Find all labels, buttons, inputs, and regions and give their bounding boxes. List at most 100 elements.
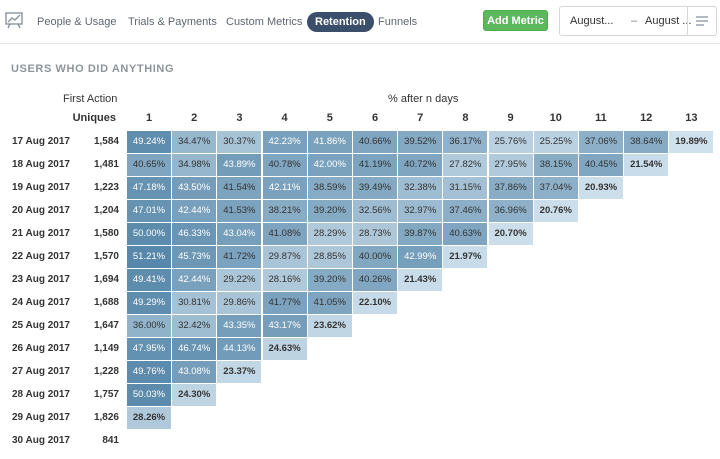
tab-trials-payments[interactable]: Trials & Payments [128, 16, 217, 28]
retention-cell[interactable]: 32.56% [353, 200, 397, 222]
retention-cell[interactable]: 49.24% [127, 131, 171, 153]
retention-cell[interactable]: 43.35% [217, 315, 262, 337]
retention-cell[interactable]: 38.15% [533, 154, 578, 176]
retention-cell[interactable]: 30.81% [172, 292, 217, 314]
retention-cell[interactable]: 40.78% [262, 154, 307, 176]
retention-cell[interactable]: 21.54% [624, 154, 669, 176]
retention-cell[interactable]: 38.64% [624, 131, 669, 153]
retention-cell[interactable]: 39.87% [398, 223, 443, 245]
retention-cell[interactable]: 39.20% [307, 269, 352, 291]
retention-cell[interactable]: 23.37% [217, 361, 262, 383]
retention-cell[interactable]: 24.30% [172, 384, 217, 406]
retention-cell[interactable]: 28.16% [262, 269, 307, 291]
chart-presentation-icon[interactable] [4, 10, 24, 30]
retention-cell[interactable]: 49.76% [127, 361, 171, 383]
retention-cell[interactable]: 38.21% [262, 200, 307, 222]
retention-cell[interactable]: 47.01% [127, 200, 171, 222]
retention-cell[interactable]: 29.86% [217, 292, 262, 314]
retention-cell[interactable]: 28.26% [127, 407, 171, 429]
retention-cell[interactable]: 40.45% [579, 154, 623, 176]
retention-cell[interactable]: 34.98% [172, 154, 217, 176]
retention-cell[interactable]: 25.76% [488, 131, 533, 153]
retention-cell[interactable]: 28.85% [307, 246, 352, 268]
retention-cell[interactable]: 21.43% [398, 269, 443, 291]
retention-cell[interactable]: 49.29% [127, 292, 171, 314]
retention-cell[interactable]: 40.63% [443, 223, 488, 245]
retention-cell[interactable]: 43.89% [217, 154, 262, 176]
retention-cell[interactable]: 41.54% [217, 177, 262, 199]
retention-cell[interactable]: 42.00% [307, 154, 352, 176]
retention-cell[interactable]: 41.08% [262, 223, 307, 245]
retention-cell[interactable]: 40.72% [398, 154, 443, 176]
retention-cell[interactable]: 42.23% [262, 131, 307, 153]
retention-cell[interactable]: 41.19% [353, 154, 397, 176]
retention-cell[interactable]: 24.63% [262, 338, 307, 360]
retention-cell[interactable]: 25.25% [533, 131, 578, 153]
retention-cell[interactable]: 36.00% [127, 315, 171, 337]
retention-cell[interactable]: 29.22% [217, 269, 262, 291]
retention-cell[interactable]: 34.47% [172, 131, 217, 153]
add-metric-button[interactable]: Add Metric [483, 10, 548, 31]
retention-cell[interactable]: 42.99% [398, 246, 443, 268]
retention-cell[interactable]: 43.04% [217, 223, 262, 245]
retention-cell[interactable]: 41.86% [307, 131, 352, 153]
retention-cell[interactable]: 39.20% [307, 200, 352, 222]
retention-cell[interactable]: 47.95% [127, 338, 171, 360]
retention-cell[interactable]: 49.41% [127, 269, 171, 291]
retention-cell[interactable]: 40.00% [353, 246, 397, 268]
retention-cell[interactable]: 45.73% [172, 246, 217, 268]
retention-cell[interactable]: 43.50% [172, 177, 217, 199]
retention-cell[interactable]: 30.37% [217, 131, 262, 153]
retention-cell[interactable]: 50.03% [127, 384, 171, 406]
retention-cell[interactable]: 23.62% [307, 315, 352, 337]
retention-cell[interactable]: 42.44% [172, 200, 217, 222]
tab-retention[interactable]: Retention [307, 12, 374, 32]
retention-cell[interactable]: 21.97% [443, 246, 488, 268]
tab-people-usage[interactable]: People & Usage [37, 16, 117, 28]
retention-cell[interactable]: 40.66% [353, 131, 397, 153]
retention-cell[interactable]: 41.72% [217, 246, 262, 268]
retention-cell[interactable]: 41.77% [262, 292, 307, 314]
retention-cell[interactable]: 46.33% [172, 223, 217, 245]
retention-cell[interactable]: 47.18% [127, 177, 171, 199]
tab-custom-metrics[interactable]: Custom Metrics [226, 16, 303, 28]
date-from[interactable]: August... [570, 15, 614, 27]
retention-cell[interactable]: 43.08% [172, 361, 217, 383]
retention-cell[interactable]: 27.95% [488, 154, 533, 176]
retention-cell[interactable]: 31.15% [443, 177, 488, 199]
retention-cell[interactable]: 29.87% [262, 246, 307, 268]
retention-cell[interactable]: 32.42% [172, 315, 217, 337]
retention-cell[interactable]: 27.82% [443, 154, 488, 176]
retention-cell[interactable]: 44.13% [217, 338, 262, 360]
retention-cell[interactable]: 36.96% [488, 200, 533, 222]
tab-funnels[interactable]: Funnels [378, 16, 418, 28]
retention-cell[interactable]: 42.44% [172, 269, 217, 291]
retention-cell[interactable]: 39.49% [353, 177, 397, 199]
retention-cell[interactable]: 28.73% [353, 223, 397, 245]
date-menu-button[interactable] [687, 7, 716, 35]
retention-cell[interactable]: 36.17% [443, 131, 488, 153]
retention-cell[interactable]: 51.21% [127, 246, 171, 268]
retention-cell[interactable]: 37.06% [579, 131, 623, 153]
retention-cell[interactable]: 20.70% [488, 223, 533, 245]
retention-cell[interactable]: 41.53% [217, 200, 262, 222]
retention-cell[interactable]: 37.46% [443, 200, 488, 222]
retention-cell[interactable]: 19.89% [669, 131, 714, 153]
retention-cell[interactable]: 37.86% [488, 177, 533, 199]
retention-cell[interactable]: 28.29% [307, 223, 352, 245]
retention-cell[interactable]: 41.05% [307, 292, 352, 314]
retention-cell[interactable]: 50.00% [127, 223, 171, 245]
retention-cell[interactable]: 42.11% [262, 177, 307, 199]
date-range-picker[interactable]: August... – August ... [559, 6, 717, 36]
retention-cell[interactable]: 32.38% [398, 177, 443, 199]
retention-cell[interactable]: 43.17% [262, 315, 307, 337]
retention-cell[interactable]: 22.10% [353, 292, 397, 314]
retention-cell[interactable]: 46.74% [172, 338, 217, 360]
retention-cell[interactable]: 20.93% [579, 177, 623, 199]
retention-cell[interactable]: 40.26% [353, 269, 397, 291]
date-to[interactable]: August ... [645, 15, 692, 27]
retention-cell[interactable]: 32.97% [398, 200, 443, 222]
retention-cell[interactable]: 40.65% [127, 154, 171, 176]
retention-cell[interactable]: 37.04% [533, 177, 578, 199]
retention-cell[interactable]: 20.76% [533, 200, 578, 222]
